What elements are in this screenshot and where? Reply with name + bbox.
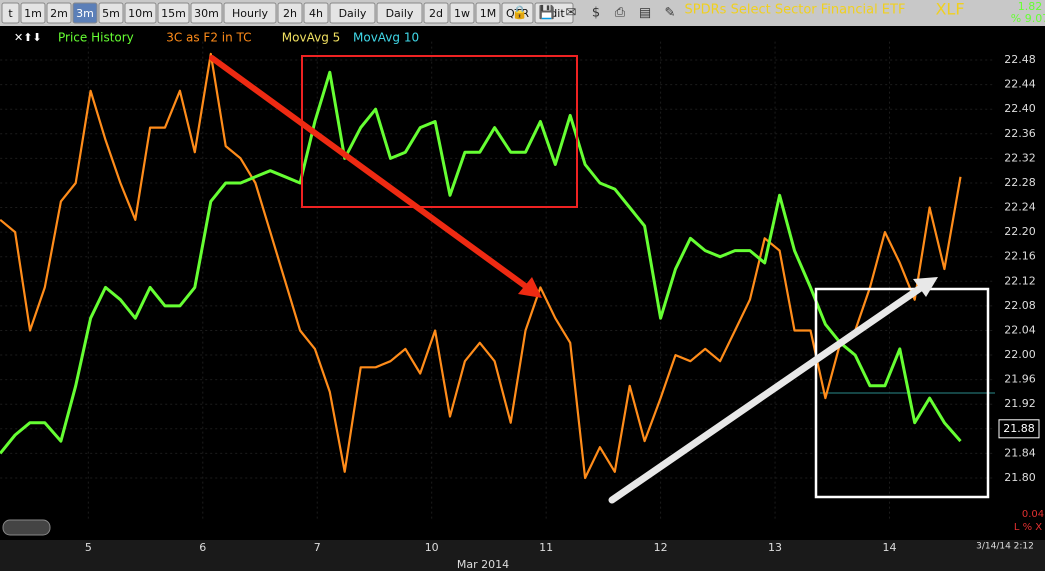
x-tick-label: 14 bbox=[883, 541, 897, 554]
toolbar-button[interactable] bbox=[72, 2, 98, 24]
toolbar-button-label[interactable]: 1m bbox=[24, 7, 42, 20]
y-tick-label: 22.00 bbox=[1004, 348, 1036, 361]
symbol: XLF bbox=[935, 0, 964, 19]
toolbar-button-label[interactable]: Daily bbox=[386, 7, 414, 20]
toolbar-button[interactable] bbox=[376, 2, 423, 24]
legend: Price History 3C as F2 in TC MovAvg 5 MovAv… bbox=[58, 31, 419, 45]
toolbar-button[interactable] bbox=[20, 2, 46, 24]
y-tick-label: 22.08 bbox=[1004, 299, 1036, 312]
annotation-arrow bbox=[608, 283, 926, 504]
toolbar-button-label[interactable]: 10m bbox=[128, 7, 153, 20]
toolbar-button-label[interactable]: QTR bbox=[506, 7, 529, 20]
y-tick-label: 21.96 bbox=[1004, 373, 1036, 386]
y-tick-label: 21.80 bbox=[1004, 471, 1036, 484]
toolbar-button[interactable] bbox=[190, 2, 223, 24]
y-tick-label: 22.44 bbox=[1004, 78, 1036, 91]
toolbar-icon[interactable]: $ bbox=[592, 6, 600, 21]
y-tick-label: 22.24 bbox=[1004, 201, 1036, 214]
y-tick-label: 21.84 bbox=[1004, 446, 1036, 459]
annotation-arrow bbox=[209, 55, 531, 291]
y-tick-label: 22.28 bbox=[1004, 176, 1036, 189]
legend-entry[interactable]: MovAvg 5 bbox=[282, 31, 340, 45]
toolbar-button[interactable] bbox=[223, 2, 277, 24]
grid bbox=[0, 41, 995, 521]
toolbar-button-label[interactable]: 2m bbox=[50, 7, 68, 20]
toolbar-button[interactable] bbox=[124, 2, 157, 24]
toolbar-button[interactable] bbox=[277, 2, 303, 24]
toolbar-button[interactable] bbox=[1, 2, 20, 24]
instrument-name: SPDRs Select Sector Financial ETF bbox=[685, 3, 906, 18]
toolbar-button-label[interactable]: 4h bbox=[309, 7, 323, 20]
toolbar-button[interactable] bbox=[423, 2, 449, 24]
toolbar-button[interactable] bbox=[157, 2, 190, 24]
y-tick-label: 22.36 bbox=[1004, 127, 1036, 140]
toolbar-button-label[interactable]: 3m bbox=[76, 7, 94, 20]
series-line bbox=[0, 70, 962, 455]
series-group bbox=[0, 52, 962, 480]
x-tick-label: 12 bbox=[654, 541, 668, 554]
toolbar-button-label[interactable]: 15m bbox=[161, 7, 186, 20]
toolbar-button[interactable] bbox=[98, 2, 124, 24]
toolbar-button-label[interactable]: 30m bbox=[194, 7, 219, 20]
legend-entry[interactable]: MovAvg 10 bbox=[353, 31, 419, 45]
percent: % 9.07 bbox=[1011, 12, 1045, 25]
toolbar-button-label[interactable]: 5m bbox=[102, 7, 120, 20]
toolbar-icon[interactable]: ✎ bbox=[665, 6, 676, 21]
x-tick-label: 10 bbox=[425, 541, 439, 554]
toolbar-button-label[interactable]: Daily bbox=[339, 7, 367, 20]
scroll-widget[interactable] bbox=[2, 519, 51, 536]
arrow-head bbox=[518, 277, 542, 298]
y-tick-label: 21.92 bbox=[1004, 397, 1036, 410]
x-tick-label: 11 bbox=[539, 541, 553, 554]
annotation-box bbox=[301, 55, 578, 208]
scale-label: 0.04 bbox=[1022, 509, 1044, 520]
legend-entry[interactable]: Price History bbox=[58, 31, 134, 45]
mode-label: L % X bbox=[1014, 522, 1042, 533]
toolbar-button[interactable] bbox=[449, 2, 475, 24]
y-tick-label: 22.48 bbox=[1004, 53, 1036, 66]
toolbar-icon[interactable]: ✉ bbox=[566, 6, 577, 21]
toolbar-icon[interactable]: ▤ bbox=[639, 6, 651, 21]
x-tick-label: 5 bbox=[85, 541, 92, 554]
toolbar-button-label[interactable]: t bbox=[8, 7, 13, 20]
x-axis-title: Mar 2014 bbox=[457, 558, 509, 571]
toolbar-icon[interactable]: 🔒 bbox=[512, 6, 528, 21]
legend-entry[interactable]: 3C as F2 in TC bbox=[166, 31, 251, 45]
toolbar-icon[interactable]: 💾 bbox=[539, 5, 555, 21]
annotation-box bbox=[814, 287, 990, 499]
arrow-head bbox=[913, 277, 938, 297]
timestamp: 3/14/14 2:12 bbox=[976, 542, 1034, 552]
y-tick-label: 22.16 bbox=[1004, 250, 1036, 263]
series-line bbox=[0, 52, 962, 480]
toolbar-icon[interactable]: ⎙ bbox=[615, 6, 626, 21]
y-tick-label: 22.32 bbox=[1004, 151, 1036, 164]
toolbar-button-label[interactable]: Edit bbox=[543, 7, 565, 20]
x-tick-label: 6 bbox=[199, 541, 206, 554]
change: 1.82 bbox=[1018, 0, 1043, 13]
x-axis-strip bbox=[0, 540, 1045, 571]
toolbar-button[interactable] bbox=[46, 2, 72, 24]
x-tick-label: 7 bbox=[314, 541, 321, 554]
toolbar-button[interactable] bbox=[534, 2, 574, 24]
last-price-box bbox=[998, 419, 1040, 439]
y-tick-label: 22.40 bbox=[1004, 102, 1036, 115]
toolbar-button-label[interactable]: 1w bbox=[454, 7, 470, 20]
toolbar-button-label[interactable]: Hourly bbox=[232, 7, 269, 20]
y-tick-label: 22.12 bbox=[1004, 274, 1036, 287]
y-tick-label: 22.04 bbox=[1004, 323, 1036, 336]
last-price-label: 21.88 bbox=[1003, 422, 1035, 435]
y-tick-label: 22.20 bbox=[1004, 225, 1036, 238]
toolbar-button[interactable] bbox=[475, 2, 501, 24]
toolbar-button-label[interactable]: 2h bbox=[283, 7, 297, 20]
toolbar-button[interactable] bbox=[329, 2, 376, 24]
toolbar-button[interactable] bbox=[303, 2, 329, 24]
legend-icons[interactable]: ✕⬆⬇ bbox=[14, 31, 42, 44]
toolbar-button-label[interactable]: 2d bbox=[429, 7, 443, 20]
x-tick-label: 13 bbox=[768, 541, 782, 554]
toolbar-button-label[interactable]: 1M bbox=[480, 7, 497, 20]
toolbar-button[interactable] bbox=[501, 2, 534, 24]
